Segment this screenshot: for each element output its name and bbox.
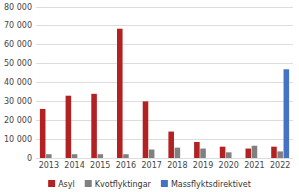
- grid-line: [36, 101, 293, 102]
- bar: [129, 158, 135, 159]
- bar: [271, 147, 277, 158]
- x-tick-label: 2020: [219, 161, 239, 170]
- x-tick-label: 2014: [64, 161, 84, 170]
- grid-line: [36, 44, 293, 45]
- bar: [181, 158, 187, 159]
- bar: [252, 146, 258, 158]
- bar: [143, 101, 149, 158]
- bar: [66, 96, 72, 158]
- bar: [40, 109, 46, 158]
- y-tick-label: 50 000: [4, 59, 32, 68]
- bar: [284, 69, 290, 158]
- grid-line: [36, 139, 293, 140]
- bar: [117, 29, 123, 158]
- bar: [194, 142, 200, 158]
- chart-svg: 0 10 000 20 000 30 000 40 000 50 000 60 000 70 …: [0, 0, 299, 192]
- y-tick-label: 20 000: [4, 116, 32, 125]
- bar: [220, 147, 226, 158]
- bar: [232, 158, 238, 159]
- bar: [258, 158, 264, 159]
- bar: [277, 151, 283, 158]
- legend-label: Kvotflyktingar: [95, 180, 152, 189]
- y-axis: 0 10 000 20 000 30 000 40 000 50 000 60 000 70 …: [4, 3, 32, 163]
- bar: [46, 154, 52, 158]
- x-tick-label: 2017: [141, 161, 161, 170]
- y-tick-label: 60 000: [4, 40, 32, 49]
- y-tick-label: 30 000: [4, 97, 32, 106]
- grid-line: [36, 82, 293, 83]
- y-tick-label: 0: [27, 154, 32, 163]
- x-tick-label: 2019: [193, 161, 213, 170]
- legend-label: Massflyktsdirektivet: [171, 180, 251, 189]
- grid: [36, 7, 293, 158]
- legend-swatch: [161, 180, 168, 187]
- bar: [91, 94, 97, 158]
- bar: [155, 158, 161, 159]
- y-tick-label: 10 000: [4, 135, 32, 144]
- chart-container: 0 10 000 20 000 30 000 40 000 50 000 60 000 70 …: [0, 0, 299, 192]
- x-tick-label: 2013: [39, 161, 59, 170]
- grid-line: [36, 120, 293, 121]
- x-tick-label: 2015: [90, 161, 110, 170]
- bar: [175, 148, 181, 158]
- legend-swatch: [85, 180, 92, 187]
- bar: [149, 150, 155, 158]
- bar: [226, 152, 232, 158]
- legend-swatch: [48, 180, 55, 187]
- bar: [78, 158, 84, 159]
- grid-line: [36, 63, 293, 64]
- x-tick-label: 2016: [116, 161, 136, 170]
- bar: [97, 154, 103, 158]
- bar: [200, 149, 206, 158]
- bar: [52, 158, 58, 159]
- bar: [104, 158, 110, 159]
- y-tick-label: 40 000: [4, 78, 32, 87]
- x-tick-label: 2018: [167, 161, 187, 170]
- x-tick-label: 2021: [244, 161, 264, 170]
- bar: [72, 154, 78, 158]
- bar: [206, 158, 212, 159]
- grid-line: [36, 7, 293, 8]
- grid-line: [36, 25, 293, 26]
- y-tick-label: 70 000: [4, 21, 32, 30]
- x-axis: 2013 2014 2015 2016 2017 2018 2019 2020 2021 2022: [39, 161, 291, 170]
- bars: [40, 29, 289, 158]
- bar: [245, 149, 251, 158]
- bar: [123, 154, 129, 158]
- y-tick-label: 80 000: [4, 3, 32, 12]
- x-tick-label: 2022: [270, 161, 290, 170]
- legend-label: Asyl: [58, 180, 75, 189]
- legend: Asyl Kvotflyktingar Massflyktsdirektivet: [48, 180, 251, 189]
- bar: [168, 132, 174, 158]
